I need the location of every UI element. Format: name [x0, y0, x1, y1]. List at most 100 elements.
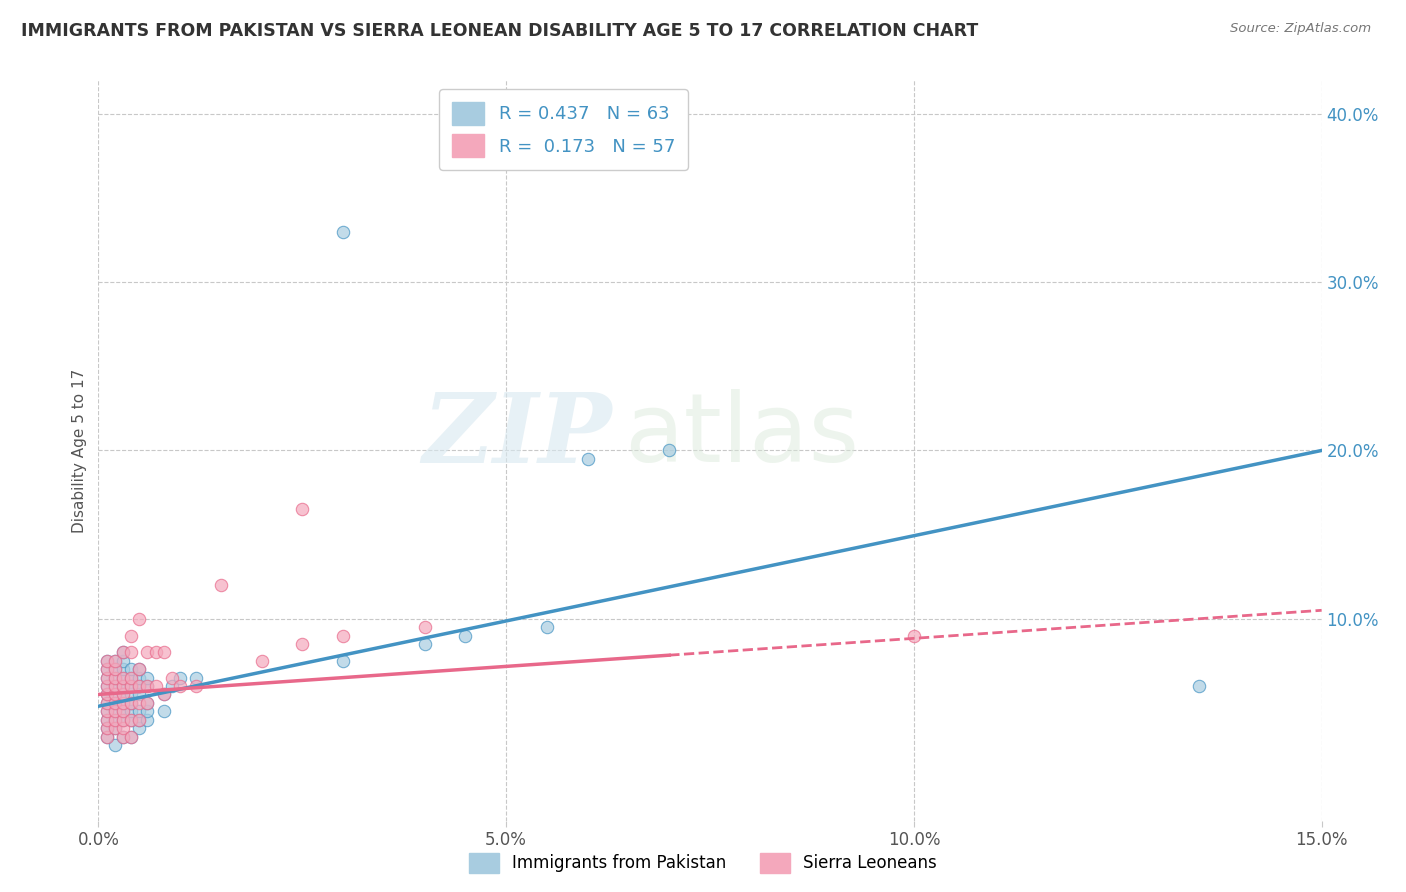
Point	[576, 451, 599, 466]
Point	[111, 662, 134, 676]
Point	[104, 654, 127, 668]
Point	[536, 620, 558, 634]
Point	[104, 713, 127, 727]
Point	[332, 654, 354, 668]
Point	[104, 671, 127, 685]
Point	[104, 654, 127, 668]
Legend: Immigrants from Pakistan, Sierra Leoneans: Immigrants from Pakistan, Sierra Leonean…	[463, 847, 943, 880]
Point	[128, 679, 150, 693]
Point	[96, 662, 118, 676]
Point	[332, 628, 354, 642]
Point	[120, 713, 142, 727]
Point	[96, 704, 118, 718]
Point	[136, 713, 159, 727]
Point	[120, 628, 142, 642]
Point	[96, 696, 118, 710]
Point	[96, 679, 118, 693]
Point	[128, 662, 150, 676]
Point	[111, 704, 134, 718]
Legend: R = 0.437   N = 63, R =  0.173   N = 57: R = 0.437 N = 63, R = 0.173 N = 57	[439, 89, 688, 170]
Point	[903, 628, 925, 642]
Point	[96, 713, 118, 727]
Y-axis label: Disability Age 5 to 17: Disability Age 5 to 17	[72, 368, 87, 533]
Point	[104, 721, 127, 735]
Point	[136, 645, 159, 659]
Point	[120, 671, 142, 685]
Point	[136, 679, 159, 693]
Point	[160, 679, 183, 693]
Point	[186, 679, 208, 693]
Point	[104, 679, 127, 693]
Point	[96, 713, 118, 727]
Point	[120, 671, 142, 685]
Point	[120, 645, 142, 659]
Point	[160, 671, 183, 685]
Point	[96, 671, 118, 685]
Point	[169, 679, 191, 693]
Point	[96, 679, 118, 693]
Text: atlas: atlas	[624, 389, 859, 483]
Point	[111, 679, 134, 693]
Point	[128, 671, 150, 685]
Point	[96, 688, 118, 702]
Point	[136, 679, 159, 693]
Point	[291, 637, 314, 651]
Point	[136, 696, 159, 710]
Point	[111, 679, 134, 693]
Point	[96, 721, 118, 735]
Point	[145, 645, 167, 659]
Point	[186, 671, 208, 685]
Point	[104, 721, 127, 735]
Text: Source: ZipAtlas.com: Source: ZipAtlas.com	[1230, 22, 1371, 36]
Point	[111, 713, 134, 727]
Point	[104, 671, 127, 685]
Point	[104, 696, 127, 710]
Point	[96, 654, 118, 668]
Point	[104, 662, 127, 676]
Point	[111, 730, 134, 744]
Point	[128, 704, 150, 718]
Point	[111, 688, 134, 702]
Point	[111, 688, 134, 702]
Point	[136, 704, 159, 718]
Point	[120, 679, 142, 693]
Point	[104, 688, 127, 702]
Point	[111, 696, 134, 710]
Point	[96, 671, 118, 685]
Point	[413, 620, 436, 634]
Point	[111, 645, 134, 659]
Point	[120, 713, 142, 727]
Point	[111, 704, 134, 718]
Point	[120, 679, 142, 693]
Point	[169, 671, 191, 685]
Point	[250, 654, 273, 668]
Point	[152, 688, 174, 702]
Point	[111, 713, 134, 727]
Point	[120, 730, 142, 744]
Point	[96, 662, 118, 676]
Text: IMMIGRANTS FROM PAKISTAN VS SIERRA LEONEAN DISABILITY AGE 5 TO 17 CORRELATION CH: IMMIGRANTS FROM PAKISTAN VS SIERRA LEONE…	[21, 22, 979, 40]
Point	[413, 637, 436, 651]
Point	[128, 688, 150, 702]
Point	[145, 679, 167, 693]
Point	[104, 713, 127, 727]
Point	[104, 679, 127, 693]
Point	[128, 662, 150, 676]
Point	[136, 696, 159, 710]
Point	[1188, 679, 1211, 693]
Point	[104, 738, 127, 752]
Point	[96, 654, 118, 668]
Point	[152, 704, 174, 718]
Point	[209, 578, 232, 592]
Point	[120, 730, 142, 744]
Point	[96, 730, 118, 744]
Text: ZIP: ZIP	[423, 389, 612, 483]
Point	[291, 502, 314, 516]
Point	[128, 679, 150, 693]
Point	[332, 225, 354, 239]
Point	[111, 730, 134, 744]
Point	[96, 721, 118, 735]
Point	[128, 713, 150, 727]
Point	[96, 696, 118, 710]
Point	[111, 645, 134, 659]
